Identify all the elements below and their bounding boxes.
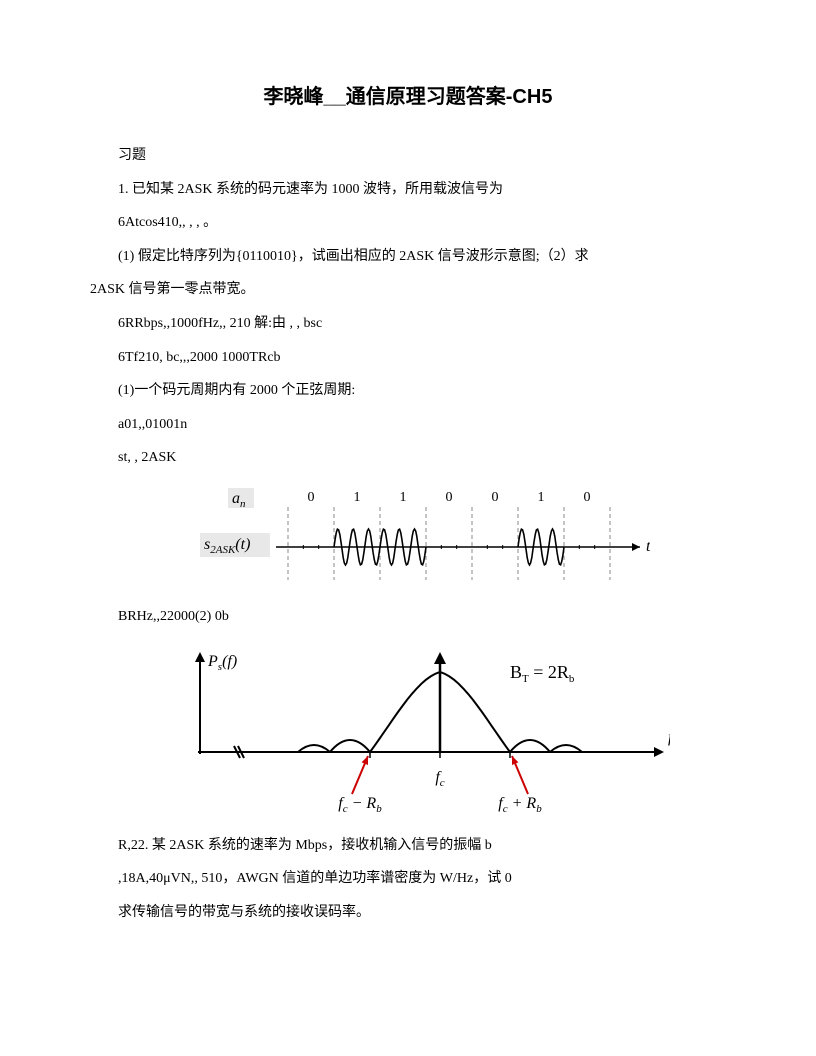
line-1: 1. 已知某 2ASK 系统的码元速率为 1000 波特，所用载波信号为 [90,173,726,207]
svg-text:1: 1 [538,490,545,505]
after-fig2-line-2: 求传输信号的带宽与系统的接收误码率。 [90,896,726,930]
svg-text:t: t [646,538,650,555]
svg-text:0: 0 [308,490,315,505]
svg-text:Ps(f): Ps(f) [207,653,237,673]
line-9: st, , 2ASK [90,441,726,475]
after-fig2-line-0: R,22. 某 2ASK 系统的速率为 Mbps，接收机输入信号的振幅 b [90,829,726,863]
fig1-svg: an0110010s2ASK(t)t [180,485,650,585]
fig2-svg: Ps(f) f BT = 2Rb fc − Rb fc fc + Rb [150,644,670,814]
svg-text:BT = 2Rb: BT = 2Rb [510,662,575,685]
svg-text:fc + Rb: fc + Rb [498,795,542,814]
figure-spectrum: Ps(f) f BT = 2Rb fc − Rb fc fc + Rb [90,644,726,819]
svg-text:0: 0 [446,490,453,505]
line-7: (1)一个码元周期内有 2000 个正弦周期: [90,374,726,408]
line-8: a01,,01001n [90,408,726,442]
svg-text:1: 1 [400,490,407,505]
figure-2ask-waveform: an0110010s2ASK(t)t [90,485,726,590]
svg-text:1: 1 [354,490,361,505]
line-2: 6Atcos410,, , , 。 [90,206,726,240]
after-fig2-line-1: ,18A,40μVN,, 510，AWGN 信道的单边功率谱密度为 W/Hz，试… [90,862,726,896]
line-3: (1) 假定比特序列为{0110010}，试画出相应的 2ASK 信号波形示意图… [90,240,726,274]
line-0: 习题 [90,139,726,173]
line-5: 6RRbps,,1000fHz,, 210 解:由 , , bsc [90,307,726,341]
svg-text:0: 0 [492,490,499,505]
after-fig1-line-0: BRHz,,22000(2) 0b [90,600,726,634]
svg-text:f: f [668,729,670,746]
svg-text:0: 0 [584,490,591,505]
svg-text:fc: fc [435,769,444,789]
line-4: 2ASK 信号第一零点带宽。 [90,273,726,307]
svg-text:fc − Rb: fc − Rb [338,795,382,814]
page-title: 李晓峰__通信原理习题答案-CH5 [90,80,726,109]
line-6: 6Tf210, bc,,,2000 1000TRcb [90,341,726,375]
body-text: 习题 1. 已知某 2ASK 系统的码元速率为 1000 波特，所用载波信号为 … [90,139,726,475]
